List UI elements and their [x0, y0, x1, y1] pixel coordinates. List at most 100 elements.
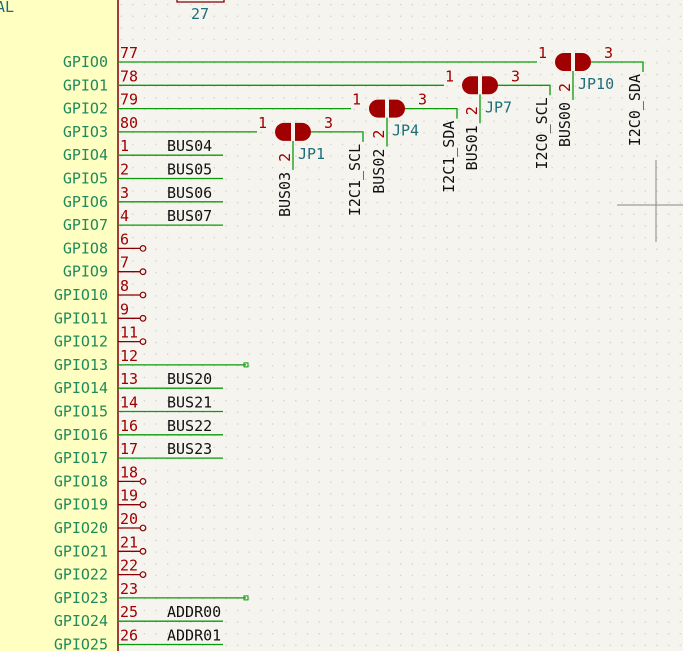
pin-name: GPIO9: [63, 263, 108, 281]
pin-number: 3: [511, 67, 520, 85]
pin-name: GPIO14: [54, 379, 108, 397]
pin-name: GPIO17: [54, 449, 108, 467]
pin-name: GPIO16: [54, 426, 108, 444]
net-label: ADDR00: [167, 603, 221, 621]
pin-number: 2: [276, 153, 294, 162]
pin-name: GPIO22: [54, 566, 108, 584]
pin-number: 12: [120, 347, 138, 365]
pin-name: GPIO19: [54, 496, 108, 514]
pin-name: GPIO2: [63, 100, 108, 118]
no-connect: [139, 547, 147, 555]
jumper-ref: JP4: [392, 122, 419, 140]
pin-number: 77: [120, 44, 138, 62]
pin-name: GPIO0: [63, 53, 108, 71]
pin-number: 1: [352, 91, 361, 109]
pin-number: 1: [258, 114, 267, 132]
net-label: I2C0_SDA: [626, 74, 644, 146]
pin-number: 26: [120, 627, 138, 645]
pin-number: 80: [120, 114, 138, 132]
pin-number: 1: [538, 44, 547, 62]
net-label: I2C1_SDA: [440, 121, 458, 193]
jumper-ref: JP10: [578, 75, 614, 93]
pin-name: GPIO3: [63, 123, 108, 141]
ic-body: [0, 0, 119, 651]
net-label: ADDR01: [167, 627, 221, 645]
pin-number: 2: [556, 83, 574, 92]
pin-number: 3: [604, 44, 613, 62]
wire: [405, 107, 458, 119]
pin-name: GPIO21: [54, 542, 108, 560]
net-label: BUS07: [167, 207, 212, 225]
pin-name: GPIO15: [54, 403, 108, 421]
jumper-ref: JP7: [485, 98, 512, 116]
pin-name: GPIO1: [63, 76, 108, 94]
pin-name: GPIO11: [54, 309, 108, 327]
pin-number: 17: [120, 440, 138, 458]
clipped-text: AL: [0, 0, 14, 16]
pin-name: GPIO12: [54, 333, 108, 351]
pin-name: GPIO6: [63, 193, 108, 211]
pin-name: GPIO24: [54, 612, 108, 630]
pin-number: 3: [418, 91, 427, 109]
symbol-edge: [176, 0, 225, 3]
pin-name: GPIO23: [54, 589, 108, 607]
pin-number: 22: [120, 557, 138, 575]
pin-number: 78: [120, 67, 138, 85]
pin-number: 3: [120, 184, 129, 202]
net-label: I2C0_SCL: [533, 97, 551, 169]
pin-number: 8: [120, 277, 129, 295]
pin-number: 2: [120, 161, 129, 179]
pin-number: 6: [120, 230, 129, 248]
pin-number: 23: [120, 580, 138, 598]
net-label: BUS05: [167, 161, 212, 179]
no-connect: [139, 524, 147, 532]
pin-name: GPIO7: [63, 216, 108, 234]
pin-name: GPIO18: [54, 472, 108, 490]
net-label: BUS20: [167, 370, 212, 388]
pin-number: 21: [120, 533, 138, 551]
jumper-right: [389, 99, 405, 118]
pin-number: 18: [120, 463, 138, 481]
no-connect: [139, 244, 147, 252]
no-connect: [139, 501, 147, 509]
wire: [311, 131, 364, 142]
pin-name: GPIO10: [54, 286, 108, 304]
no-connect: [139, 338, 147, 346]
net-label: BUS21: [167, 394, 212, 412]
pin-number: 1: [445, 67, 454, 85]
net-label: BUS01: [463, 125, 481, 170]
cursor: [617, 160, 683, 242]
jumper-right: [575, 53, 591, 71]
net-label: BUS00: [556, 102, 574, 147]
pin-name: GPIO4: [63, 146, 108, 164]
net-label: BUS03: [276, 172, 294, 217]
net-label: BUS04: [167, 137, 212, 155]
pin-number: 2: [463, 106, 481, 115]
jumper-left: [462, 76, 478, 95]
jumper-ref: JP1: [298, 145, 325, 163]
no-connect: [139, 571, 147, 578]
pin-name: GPIO13: [54, 356, 108, 374]
pin-number: 1: [120, 137, 129, 155]
net-label: BUS06: [167, 184, 212, 202]
pin-number: 16: [120, 417, 138, 435]
pin-name: GPIO5: [63, 170, 108, 188]
net-label: BUS23: [167, 440, 212, 458]
pin-name: GPIO8: [63, 239, 108, 257]
jumper-right: [482, 76, 498, 95]
jumper-left: [369, 99, 385, 118]
jumper-right: [295, 122, 311, 141]
pin-number: 7: [120, 254, 129, 272]
pin-number: 25: [120, 603, 138, 621]
pin-number: 14: [120, 394, 138, 412]
no-connect: [139, 314, 147, 322]
pin-number: 3: [324, 114, 333, 132]
wire: [498, 84, 551, 96]
jumper-left: [275, 122, 291, 141]
pin-number: 9: [120, 300, 129, 318]
wire: [591, 61, 644, 72]
pin-number: 79: [120, 91, 138, 109]
net-label: I2C1_SCL: [346, 144, 364, 216]
pin-name: GPIO20: [54, 519, 108, 537]
